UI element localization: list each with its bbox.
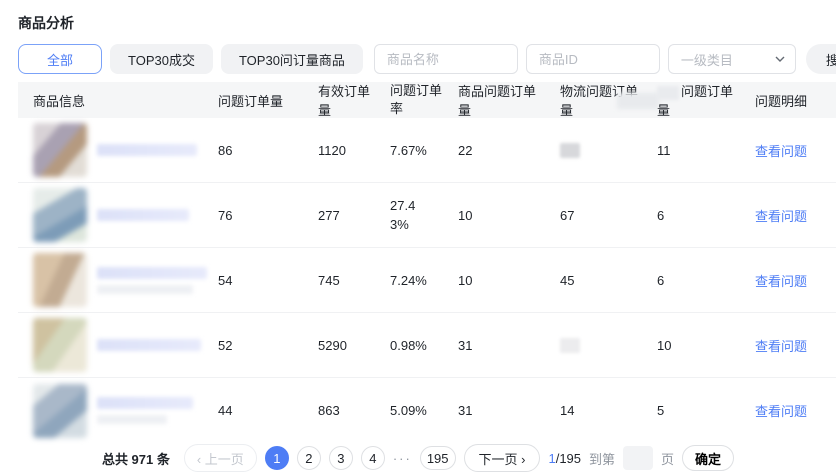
other-problem-orders-value: 5 xyxy=(657,403,665,418)
redacted-product-title xyxy=(97,339,201,351)
redaction-patch xyxy=(617,93,659,109)
col-other-problem-orders: 问题订单量 xyxy=(657,84,734,118)
table-row: 44 863 5.09% 31 14 5 查看问题 xyxy=(18,378,836,443)
redacted-product-subtitle xyxy=(97,284,193,294)
redaction-patch xyxy=(560,338,580,354)
col-problem-rate: 问题订单率 xyxy=(390,83,443,116)
col-product-info: 商品信息 xyxy=(33,93,86,109)
goto-page-label: 到第 xyxy=(589,451,616,467)
page-button-2[interactable]: 2 xyxy=(296,446,321,470)
valid-orders-value: 745 xyxy=(318,272,340,288)
col-product-problem-orders: 商品问题订单量 xyxy=(458,84,537,118)
category-select[interactable]: 一级类目 xyxy=(667,44,796,74)
problem-orders-value: 54 xyxy=(218,272,233,288)
valid-orders-value: 5290 xyxy=(318,337,347,353)
problem-orders-value: 52 xyxy=(218,337,233,353)
problem-rate-value: 7.67% xyxy=(390,142,427,158)
product-info-cell xyxy=(18,318,203,372)
problem-orders-value: 76 xyxy=(218,207,233,223)
redaction-patch xyxy=(656,361,664,371)
page-indicator: 1/195 xyxy=(548,450,582,466)
logistics-problem-orders-value xyxy=(545,337,645,354)
next-page-button[interactable]: 下一页 › xyxy=(463,444,541,472)
products-table: 商品信息 问题订单量 有效订单量 问题订单率 商品问题订单量 物流问题订单量 问… xyxy=(18,82,836,443)
redacted-product-title xyxy=(97,397,193,409)
problem-rate-value: 7.24% xyxy=(390,272,427,288)
product-info-cell xyxy=(18,253,207,307)
product-info-cell xyxy=(18,383,203,438)
valid-orders-value: 863 xyxy=(318,403,340,418)
product-problem-orders-value: 10 xyxy=(458,272,473,288)
logistics-problem-orders-value xyxy=(545,142,645,159)
valid-orders-value: 1120 xyxy=(318,142,346,158)
redacted-product-title xyxy=(97,209,189,221)
view-problems-link[interactable]: 查看问题 xyxy=(755,404,808,419)
product-thumbnail xyxy=(33,318,87,372)
confirm-button[interactable]: 确定 xyxy=(682,445,735,471)
view-problems-link[interactable]: 查看问题 xyxy=(755,208,808,224)
redacted-product-title xyxy=(97,266,207,279)
table-row: 52 5290 0.98% 31 10 查看问题 xyxy=(18,313,836,378)
logistics-problem-orders-value: 14 xyxy=(560,403,575,418)
product-thumbnail xyxy=(33,253,87,307)
problem-orders-value: 86 xyxy=(218,142,233,158)
table-row: 76 277 27.43% 10 67 6 查看问题 xyxy=(18,183,836,248)
col-problem-detail: 问题明细 xyxy=(755,93,808,109)
redaction-patch xyxy=(657,85,679,100)
product-id-input[interactable] xyxy=(525,44,660,74)
goto-page-input[interactable] xyxy=(623,446,654,470)
problem-rate-value: 27.43% xyxy=(390,197,416,233)
redacted-product-title xyxy=(97,144,197,156)
valid-orders-value: 277 xyxy=(318,207,340,223)
page-title: 商品分析 xyxy=(18,15,74,31)
product-problem-orders-value: 10 xyxy=(458,207,473,223)
page-ellipsis: ··· xyxy=(392,450,412,466)
category-select-placeholder: 一级类目 xyxy=(680,52,733,68)
product-name-input[interactable] xyxy=(373,44,518,74)
page-button-3[interactable]: 3 xyxy=(328,446,353,470)
view-problems-link[interactable]: 查看问题 xyxy=(755,338,808,354)
other-problem-orders-value: 10 xyxy=(645,338,740,371)
table-header-row: 商品信息 问题订单量 有效订单量 问题订单率 商品问题订单量 物流问题订单量 问… xyxy=(18,82,836,118)
tab-all[interactable]: 全部 xyxy=(18,44,103,74)
problem-rate-value: 0.98% xyxy=(390,337,427,353)
product-thumbnail xyxy=(33,383,87,438)
product-problem-orders-value: 22 xyxy=(458,142,473,158)
product-problem-orders-value: 31 xyxy=(458,403,473,418)
page-button-1[interactable]: 1 xyxy=(264,446,289,470)
problem-orders-value: 44 xyxy=(218,403,233,418)
page-button-195[interactable]: 195 xyxy=(419,446,456,470)
page-unit-label: 页 xyxy=(661,451,675,467)
product-problem-orders-value: 31 xyxy=(458,337,473,353)
filter-bar: 全部 TOP30成交 TOP30问订量商品 一级类目 搜索 清除条件 xyxy=(18,44,836,74)
product-thumbnail xyxy=(33,123,87,177)
problem-rate-value: 5.09% xyxy=(390,403,427,418)
total-count-label: 总共 971 条 xyxy=(101,451,170,467)
table-row: 86 1120 7.67% 22 11 查看问题 xyxy=(18,118,836,183)
other-problem-orders-value: 11 xyxy=(657,142,671,158)
view-problems-link[interactable]: 查看问题 xyxy=(755,273,808,289)
pagination: 总共 971 条 ‹ 上一页 1 2 3 4 ··· 195 下一页 › 1/1… xyxy=(0,443,836,473)
col-problem-orders: 问题订单量 xyxy=(218,93,284,109)
other-problem-orders-value: 6 xyxy=(657,207,665,223)
redaction-patch xyxy=(560,143,580,159)
product-info-cell xyxy=(18,188,203,242)
redacted-product-subtitle xyxy=(97,415,167,424)
page-button-4[interactable]: 4 xyxy=(360,446,385,470)
logistics-problem-orders-value: 45 xyxy=(560,272,575,288)
product-info-cell xyxy=(18,123,203,177)
view-problems-link[interactable]: 查看问题 xyxy=(755,143,808,159)
table-row: 54 745 7.24% 10 45 6 查看问题 xyxy=(18,248,836,313)
chevron-down-icon xyxy=(775,56,785,62)
tab-top30-deals[interactable]: TOP30成交 xyxy=(110,44,213,74)
prev-page-button[interactable]: ‹ 上一页 xyxy=(183,444,257,472)
col-valid-orders: 有效订单量 xyxy=(318,84,371,118)
product-thumbnail xyxy=(33,188,87,242)
search-button[interactable]: 搜索 xyxy=(805,44,836,74)
logistics-problem-orders-value: 67 xyxy=(560,207,575,223)
col-logistics-problem-orders: 物流问题订单量 xyxy=(545,81,659,119)
other-problem-orders-value: 6 xyxy=(657,272,665,288)
tab-top30-inquiry-products[interactable]: TOP30问订量商品 xyxy=(220,44,363,74)
